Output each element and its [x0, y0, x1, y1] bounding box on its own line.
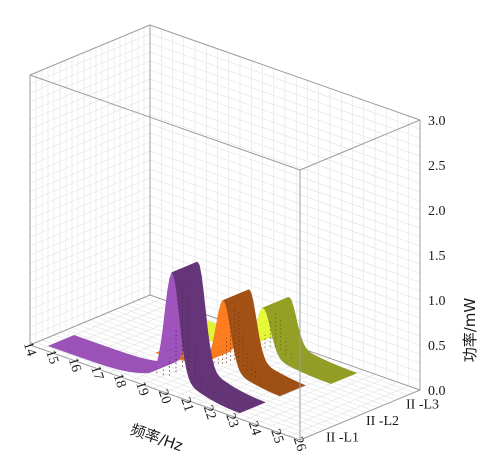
grid-line [35, 342, 307, 438]
z-tick-label: 1.0 [428, 294, 446, 309]
z-tick-label: 3.0 [428, 114, 446, 129]
box-edge [29, 344, 301, 441]
z-tick-label: 0.0 [428, 384, 446, 399]
z-axis-title: 功率/mW [461, 298, 479, 363]
x-tick-label: 18 [110, 372, 129, 390]
y-tick-label: II -L2 [366, 414, 399, 429]
surface-facet [277, 384, 306, 397]
x-tick-label: 15 [42, 348, 61, 366]
x-axis-title: 频率/Hz [128, 420, 185, 455]
z-tick-label: 2.0 [428, 204, 446, 219]
box-edge [29, 24, 151, 76]
surface-facet [328, 372, 358, 384]
x-tick-label: 24 [245, 419, 264, 437]
z-tick-label: 2.5 [428, 159, 446, 174]
y-tick-label: II -L3 [406, 397, 439, 412]
box-back-edges [29, 24, 421, 391]
x-tick-label: 26 [290, 435, 309, 453]
x-tick-label: 25 [267, 427, 286, 445]
box-edge [299, 119, 421, 171]
grid-line [89, 319, 361, 416]
x-tick-label: 21 [177, 396, 196, 414]
surface-facet [237, 401, 266, 414]
grid-layer [29, 24, 421, 441]
y-tick-label: II -L1 [326, 431, 359, 446]
box-edge [149, 24, 421, 121]
x-tick-label: 22 [200, 404, 219, 422]
x-tick-label: 20 [155, 388, 174, 406]
box-edge [29, 294, 151, 346]
x-tick-label: 14 [20, 340, 39, 358]
surface-1 [47, 261, 266, 414]
box-edge [29, 74, 301, 171]
z-tick-label: 1.5 [428, 249, 446, 264]
grid-line [83, 322, 355, 418]
x-tick-label: 23 [222, 412, 241, 430]
surfaces-layer [47, 261, 358, 414]
grid-line [95, 317, 367, 413]
x-tick-label: 16 [65, 356, 84, 374]
box-edge [299, 389, 421, 441]
x-tick-label: 19 [132, 380, 151, 398]
box-front-edges [29, 74, 421, 441]
x-tick-label: 17 [87, 364, 106, 382]
z-tick-label: 0.5 [428, 339, 446, 354]
